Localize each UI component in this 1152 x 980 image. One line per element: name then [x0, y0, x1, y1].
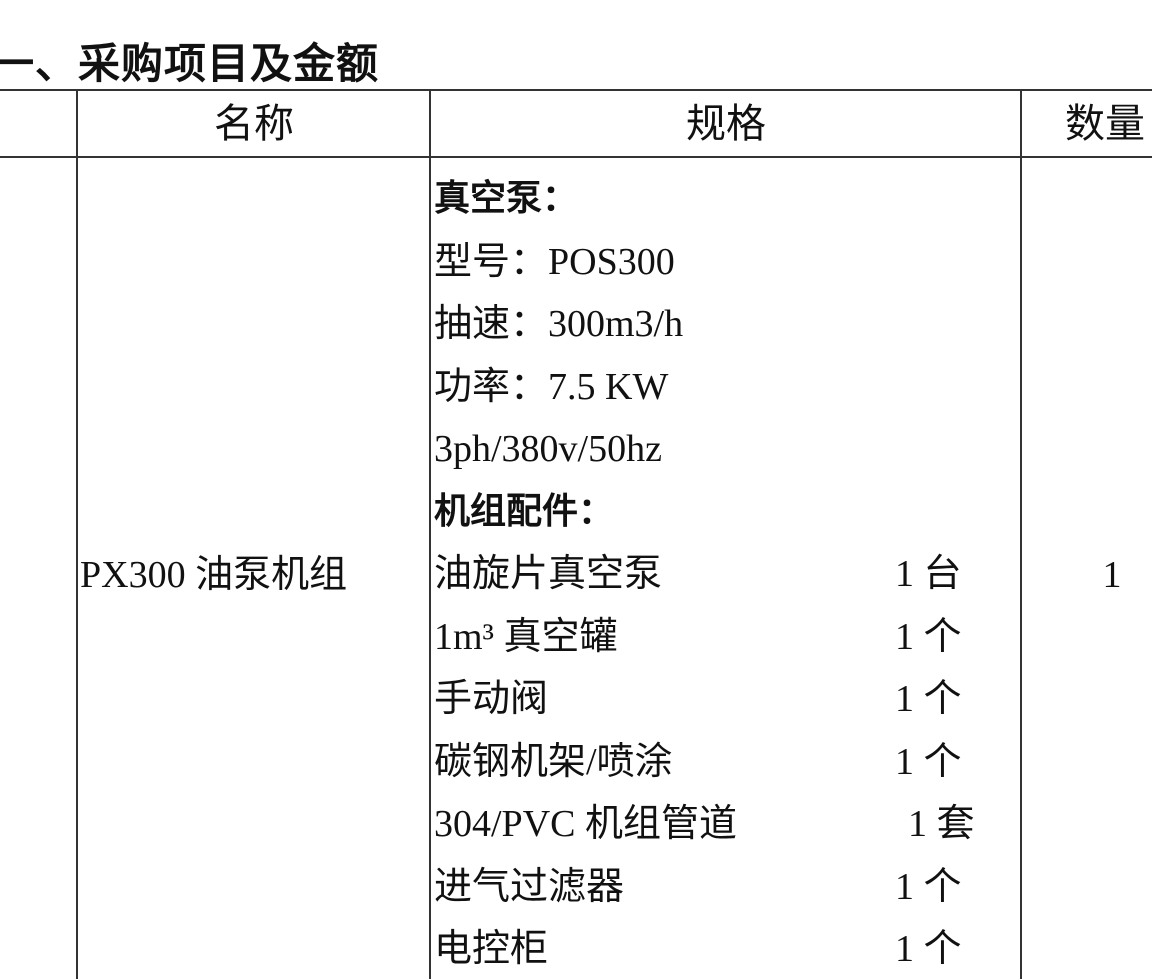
spec-line-quantity: 1 台	[895, 553, 962, 595]
spec-line: 碳钢机架/喷涂	[434, 740, 673, 783]
spec-line-quantity: 1 个	[895, 678, 962, 720]
header-name: 名称	[214, 101, 294, 146]
spec-line: 电控柜	[434, 928, 549, 970]
spec-line: 3ph/380v/50hz	[434, 428, 662, 470]
column-divider	[76, 90, 78, 979]
table-top-border	[0, 89, 1152, 91]
spec-line-quantity: 1 个	[895, 865, 962, 908]
column-divider	[1020, 90, 1022, 979]
spec-line: 进气过滤器	[434, 865, 625, 908]
spec-line: 型号：POS300	[434, 240, 675, 283]
header-index	[0, 92, 77, 156]
spec-line: 1m³ 真空罐	[434, 615, 618, 658]
spec-line: 抽速：300m3/h	[434, 303, 684, 345]
section-title: 一、采购项目及金额	[0, 39, 380, 88]
spec-line-quantity: 1 个	[895, 740, 962, 783]
spec-heading: 真空泵：	[434, 178, 579, 219]
column-divider	[429, 90, 431, 979]
spec-heading: 机组配件：	[434, 490, 615, 532]
spec-line: 功率：7.5 KW	[434, 365, 669, 408]
spec-line-quantity: 1 个	[895, 928, 962, 970]
item-quantity: 1	[1102, 554, 1122, 596]
spec-line-quantity: 1 套	[908, 803, 975, 845]
spec-line: 油旋片真空泵	[434, 553, 663, 595]
spec-line-quantity: 1 个	[895, 615, 962, 658]
item-name: PX300 油泵机组	[80, 554, 348, 596]
header-quantity: 数量	[1065, 101, 1145, 146]
header-bottom-border	[0, 156, 1152, 158]
spec-line: 304/PVC 机组管道	[434, 803, 737, 845]
header-spec: 规格	[686, 101, 766, 146]
spec-line: 手动阀	[434, 678, 549, 720]
